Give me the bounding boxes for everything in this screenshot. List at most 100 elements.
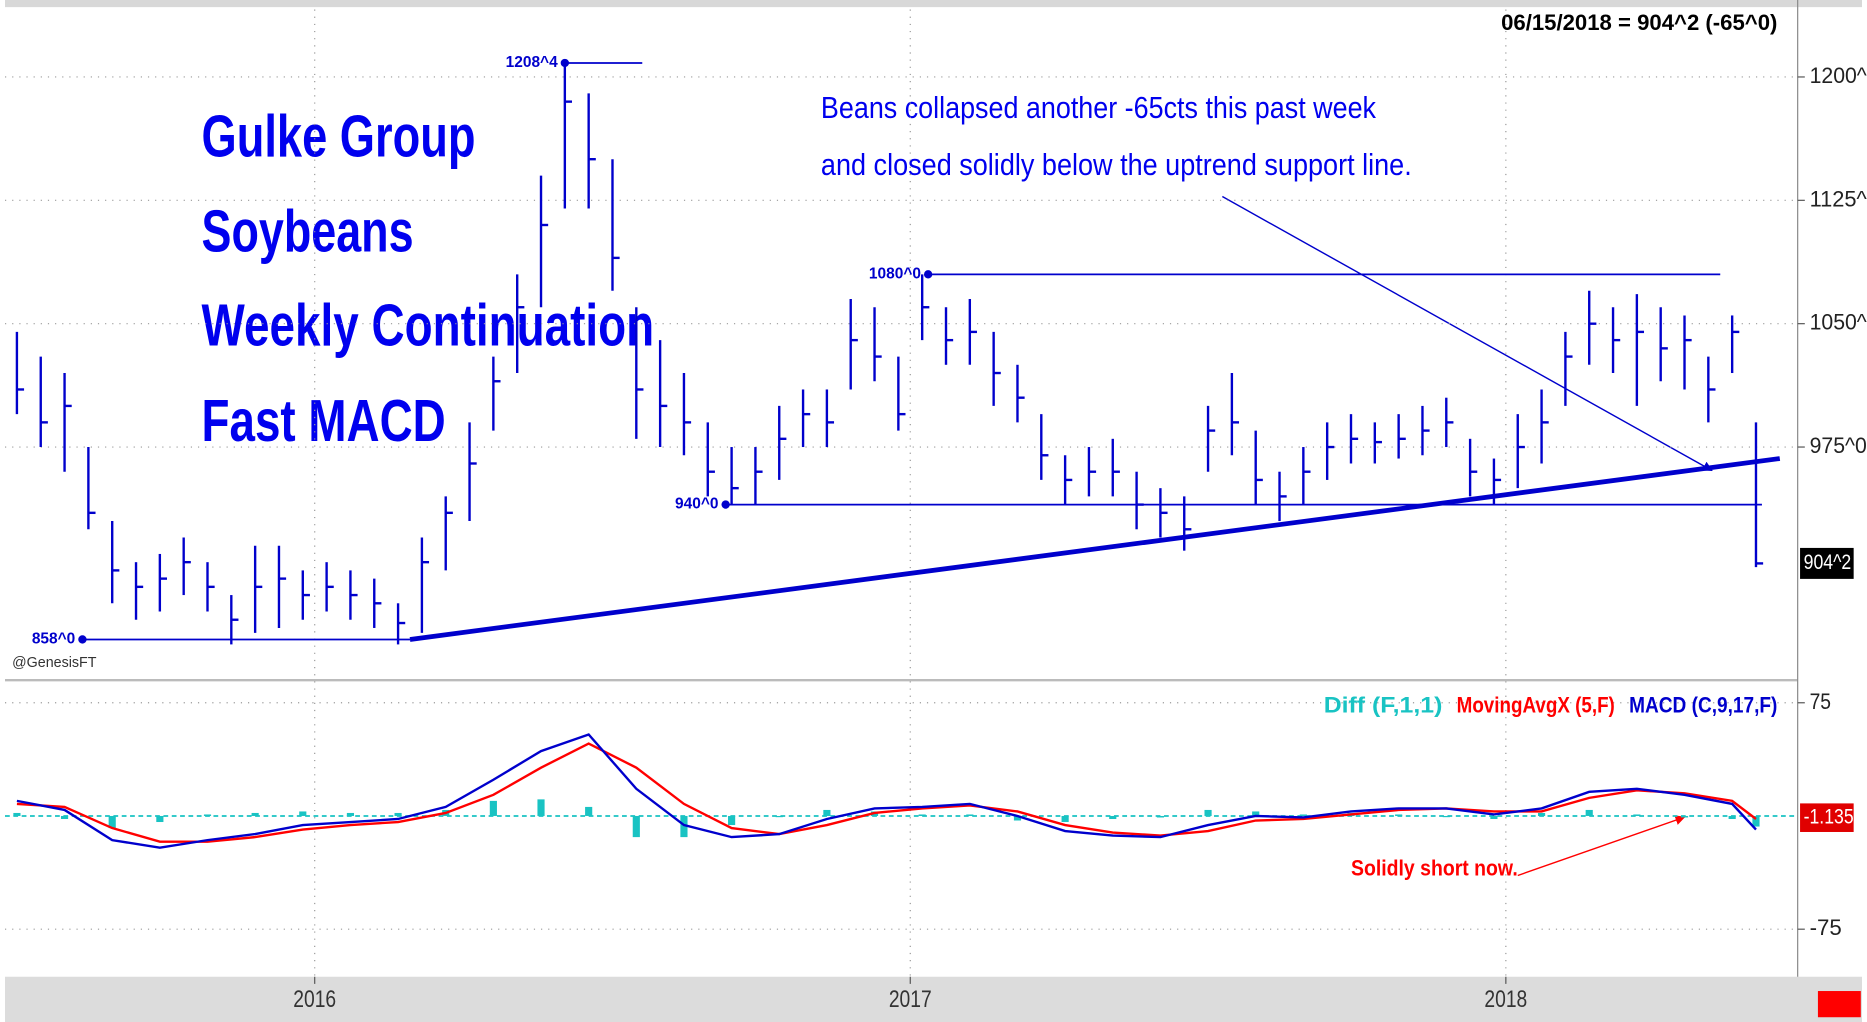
title-line: Fast MACD: [202, 387, 446, 454]
price-bar: [1254, 430, 1263, 505]
corner-marker: [1817, 991, 1861, 1018]
annotation: Beans collapsed another -65cts this past…: [821, 90, 1377, 125]
title-line: Gulke Group: [202, 102, 476, 169]
diff-bar: [108, 815, 116, 829]
price-bar: [635, 307, 644, 439]
level-label: 940^0: [675, 496, 718, 513]
diff-bar: [1680, 815, 1689, 818]
price-bar: [516, 274, 525, 374]
price-bar: [1564, 331, 1573, 406]
price-bar: [1635, 294, 1645, 406]
price-bar: [563, 62, 572, 209]
y-tick-label: 1125^: [1810, 186, 1867, 211]
price-bar: [778, 405, 787, 480]
diff-bar: [1204, 809, 1212, 816]
x-tick-label: 2018: [1484, 986, 1527, 1013]
price-bar: [801, 389, 811, 448]
top-strip: [5, 0, 1862, 8]
level-dot: [721, 500, 730, 509]
price-bar: [87, 447, 96, 530]
diff-bar: [1585, 809, 1593, 816]
diff-bar: [728, 815, 736, 826]
diff-bar: [680, 815, 688, 838]
diff-bar: [299, 811, 307, 816]
y-tick-label: 975^0: [1810, 433, 1867, 458]
price-bar: [1040, 414, 1049, 480]
y-tick-label: 1200^: [1810, 63, 1867, 88]
annotation-arrow: [1222, 195, 1713, 472]
legend-entry: MovingAvgX (5,F): [1457, 692, 1615, 717]
diff-bar: [537, 799, 545, 816]
price-bar: [206, 562, 215, 612]
header: 06/15/2018 = 904^2 (-65^0): [1501, 10, 1777, 35]
price-bar: [754, 447, 763, 505]
price-bar: [611, 159, 620, 291]
price-bar: [1659, 307, 1668, 382]
y-tick-label: 1050^: [1810, 310, 1867, 335]
credit: @GenesisFT: [12, 655, 97, 671]
last-price-label: 904^2: [1804, 550, 1852, 574]
macd-line: [16, 733, 1757, 849]
price-bar: [1111, 438, 1120, 497]
price-bar: [420, 537, 430, 633]
price-bar: [1611, 307, 1621, 374]
price-bar: [849, 299, 858, 390]
title-line: Weekly Continuation: [202, 292, 655, 359]
price-bar: [1516, 414, 1525, 489]
price-bar: [539, 175, 549, 308]
x-tick-label: 2017: [889, 986, 932, 1013]
price-bar: [1421, 405, 1430, 456]
level-dot: [560, 58, 570, 68]
diff-bar: [346, 812, 355, 816]
annotation: and closed solidly below the uptrend sup…: [821, 147, 1412, 182]
diff-bar: [1752, 815, 1760, 827]
level-dot: [923, 270, 933, 279]
diff-bar: [823, 809, 831, 816]
diff-bar: [918, 814, 926, 816]
diff-bar: [1442, 815, 1450, 818]
x-axis-strip: [5, 976, 1862, 1022]
price-bar: [492, 356, 501, 431]
price-bar: [158, 553, 168, 612]
price-bar: [1683, 315, 1692, 390]
diff-bar: [1395, 814, 1403, 816]
price-bar: [897, 356, 906, 431]
y-tick-label: -75: [1810, 915, 1842, 940]
diff-bar: [1728, 815, 1736, 819]
y-tick-label: 75: [1810, 689, 1831, 714]
price-bar: [63, 373, 72, 472]
price-bar: [253, 545, 263, 633]
annotation-arrow: [1517, 815, 1686, 877]
price-bar: [396, 603, 406, 645]
price-bar: [1730, 315, 1740, 374]
diff-bar: [1633, 814, 1641, 816]
diff-bar: [632, 815, 640, 838]
annotation: Solidly short now.: [1351, 856, 1518, 881]
diff-bar: [251, 812, 259, 816]
diff-bar: [60, 815, 69, 819]
price-bar: [992, 331, 1001, 406]
legend-entry: Diff (F,1,1): [1324, 692, 1443, 717]
price-bar: [277, 545, 287, 628]
diff-bar: [489, 800, 497, 816]
diff-bar: [1538, 812, 1546, 816]
price-bar: [1302, 447, 1311, 505]
price-bar: [706, 422, 715, 497]
price-bar: [944, 307, 954, 365]
price-bar: [182, 537, 191, 596]
price-bar: [1373, 422, 1382, 464]
diff-bar: [13, 812, 21, 816]
diff-bar: [585, 806, 593, 816]
price-bar: [1206, 405, 1216, 472]
diff-bar: [1299, 814, 1307, 816]
diff-bar: [156, 815, 164, 823]
level-label: 1080^0: [869, 265, 921, 282]
diff-bar: [1061, 815, 1069, 823]
price-bar: [444, 496, 453, 571]
level-label: 858^0: [32, 631, 75, 648]
diff-bar: [394, 812, 402, 816]
price-bar: [1707, 356, 1716, 423]
price-bar: [1325, 422, 1335, 480]
price-bar: [730, 447, 739, 505]
